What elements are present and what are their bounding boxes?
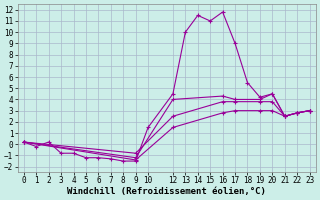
X-axis label: Windchill (Refroidissement éolien,°C): Windchill (Refroidissement éolien,°C) [67,187,266,196]
